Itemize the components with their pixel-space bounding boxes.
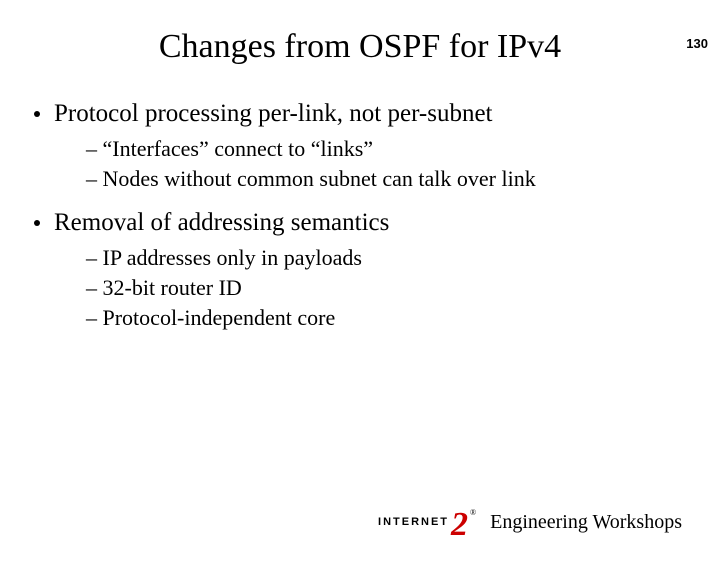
content-area: Protocol processing per-link, not per-su…	[0, 100, 720, 332]
bullet-item: Protocol processing per-link, not per-su…	[30, 100, 690, 128]
bullet-text: Removal of addressing semantics	[54, 209, 389, 237]
sub-list: – IP addresses only in payloads – 32-bit…	[86, 243, 690, 332]
sub-item: – IP addresses only in payloads	[86, 243, 690, 273]
bullet-item: Removal of addressing semantics	[30, 209, 690, 237]
bullet-dot-icon	[34, 220, 40, 226]
footer: INTERNET 2 ® Engineering Workshops	[378, 509, 682, 536]
sub-list: – “Interfaces” connect to “links” – Node…	[86, 134, 690, 193]
registered-icon: ®	[470, 508, 476, 517]
sub-item: – 32-bit router ID	[86, 273, 690, 303]
bullet-dot-icon	[34, 111, 40, 117]
internet2-logo: INTERNET 2 ®	[378, 509, 476, 536]
logo-glyph: 2	[451, 511, 468, 538]
slide-title: Changes from OSPF for IPv4	[0, 28, 720, 66]
sub-item: – Nodes without common subnet can talk o…	[86, 164, 690, 194]
page-number: 130	[686, 36, 708, 51]
footer-text: Engineering Workshops	[490, 511, 682, 534]
logo-prefix: INTERNET	[378, 516, 449, 528]
sub-item: – “Interfaces” connect to “links”	[86, 134, 690, 164]
sub-item: – Protocol-independent core	[86, 303, 690, 333]
bullet-text: Protocol processing per-link, not per-su…	[54, 100, 493, 128]
